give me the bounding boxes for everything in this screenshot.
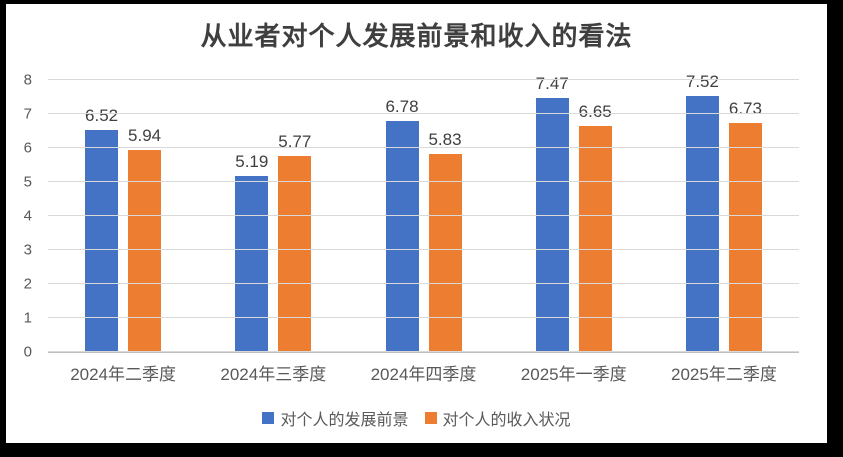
data-label: 5.83: [428, 129, 462, 149]
data-label: 5.77: [278, 131, 312, 151]
legend-swatch-icon: [424, 412, 437, 424]
bar-对个人的收入状况-2025年一季度: 6.65: [579, 102, 612, 352]
gridline-y-7: [48, 113, 799, 114]
gridline-y-4: [48, 215, 799, 216]
gridline-y-6: [48, 147, 799, 148]
data-label: 7.52: [685, 72, 719, 92]
gridline-y-5: [48, 181, 799, 182]
bar-对个人的收入状况-2024年四季度: 5.83: [428, 130, 462, 352]
data-label: 6.78: [385, 97, 419, 117]
y-tick-label-2: 2: [23, 275, 32, 293]
legend: 对个人的发展前景 对个人的收入状况: [6, 406, 827, 430]
legend-swatch-icon: [262, 412, 275, 424]
legend-label: 对个人的收入状况: [442, 412, 571, 429]
y-axis: 0 1 2 3 4 5 6 7 8: [6, 72, 40, 361]
bar-对个人的收入状况-2024年三季度: 5.77: [278, 132, 311, 352]
bar-对个人的发展前景-2025年一季度: 7.47: [536, 74, 569, 352]
y-tick-label-4: 4: [23, 207, 32, 225]
x-category-label-2: 2024年三季度: [220, 365, 327, 384]
legend-label: 对个人的发展前景: [280, 412, 409, 429]
bar-对个人的收入状况-2025年二季度: 6.73: [729, 99, 762, 352]
data-label: 7.47: [535, 74, 569, 94]
data-label: 5.94: [128, 126, 162, 146]
x-category-label-5: 2025年二季度: [671, 365, 777, 384]
bar-group-2: 5.19 5.77: [198, 80, 348, 352]
data-label: 6.52: [85, 106, 119, 126]
plot-area: 6.52 5.94 5.19 5.77 6.78 5.83 7.47 6.65 7.52 6.73: [48, 72, 799, 353]
bar-对个人的发展前景-2024年四季度: 6.78: [385, 97, 419, 352]
y-tick-label-8: 8: [23, 71, 32, 89]
bar-对个人的发展前景-2024年三季度: 5.19: [235, 152, 268, 352]
y-tick-label-3: 3: [23, 241, 32, 259]
data-label: 5.19: [235, 151, 269, 171]
x-category-label-4: 2025年一季度: [520, 365, 627, 384]
bar-group-1: 6.52 5.94: [48, 80, 198, 352]
chart-title: 从业者对个人发展前景和收入的看法: [200, 21, 633, 51]
bar-groups: 6.52 5.94 5.19 5.77 6.78 5.83 7.47 6.65 7.52 6.73: [48, 72, 799, 352]
bar-对个人的发展前景-2025年二季度: 7.52: [686, 72, 719, 352]
y-tick-label-0: 0: [23, 343, 32, 361]
bar-对个人的收入状况-2024年二季度: 5.94: [128, 126, 161, 352]
x-axis-line: [48, 351, 799, 353]
bar-对个人的发展前景-2024年二季度: 6.52: [85, 106, 118, 352]
bar-group-3: 6.78 5.83: [348, 80, 498, 352]
legend-item-对个人的发展前景: 对个人的发展前景: [262, 406, 409, 430]
gridline-y-0: [48, 351, 799, 352]
gridline-y-1: [48, 317, 799, 318]
y-tick-label-1: 1: [23, 309, 32, 327]
bar-group-5: 7.52 6.73: [649, 72, 799, 352]
y-tick-label-6: 6: [23, 139, 32, 157]
y-tick-label-7: 7: [23, 105, 32, 123]
gridline-y-2: [48, 283, 799, 284]
gridline-y-3: [48, 249, 799, 250]
y-tick-label-5: 5: [23, 173, 32, 191]
x-axis-labels: 2024年二季度 2024年三季度 2024年四季度 2025年一季度 2025年二季度: [48, 360, 799, 385]
data-label: 6.73: [728, 99, 762, 119]
bar-group-4: 7.47 6.65: [499, 74, 649, 352]
x-category-label-1: 2024年二季度: [70, 365, 177, 384]
x-category-label-3: 2024年四季度: [370, 365, 477, 384]
legend-item-对个人的收入状况: 对个人的收入状况: [424, 406, 571, 430]
data-label: 6.65: [578, 101, 612, 121]
gridline-y-8: [48, 79, 799, 80]
